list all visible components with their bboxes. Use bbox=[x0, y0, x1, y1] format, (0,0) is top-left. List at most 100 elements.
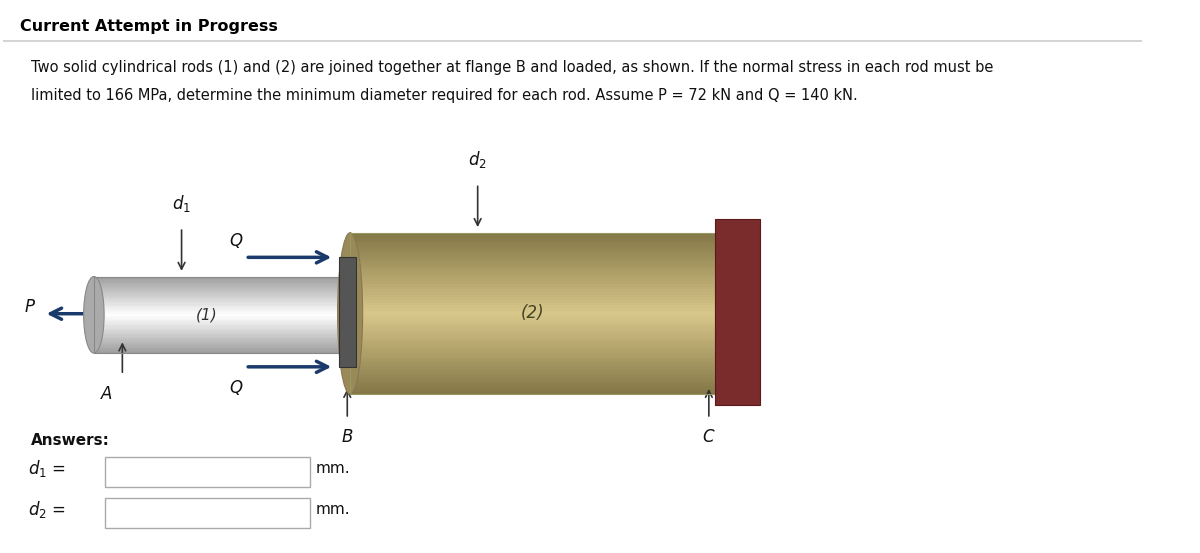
Bar bbox=[350, 311, 714, 314]
Bar bbox=[350, 259, 714, 262]
Bar bbox=[94, 304, 344, 305]
Bar bbox=[350, 375, 714, 378]
Bar bbox=[94, 312, 344, 314]
Bar bbox=[350, 289, 714, 292]
Bar bbox=[350, 273, 714, 276]
Bar bbox=[94, 310, 344, 311]
Bar bbox=[350, 262, 714, 265]
Bar bbox=[94, 333, 344, 334]
Bar bbox=[94, 339, 344, 340]
Bar bbox=[94, 334, 344, 335]
Bar bbox=[94, 322, 344, 324]
Bar bbox=[94, 329, 344, 330]
Text: $d_2$ =: $d_2$ = bbox=[28, 499, 66, 520]
Bar bbox=[94, 292, 344, 293]
Bar bbox=[350, 276, 714, 279]
Bar bbox=[350, 364, 714, 367]
Text: $P$: $P$ bbox=[24, 298, 36, 316]
Bar bbox=[94, 280, 344, 281]
Bar bbox=[94, 319, 344, 320]
Bar bbox=[350, 324, 714, 327]
Bar bbox=[350, 351, 714, 354]
Text: Answers:: Answers: bbox=[31, 432, 110, 447]
Bar bbox=[94, 284, 344, 285]
Bar bbox=[350, 319, 714, 321]
Bar bbox=[350, 392, 714, 394]
Bar bbox=[94, 285, 344, 286]
Bar bbox=[350, 389, 714, 392]
Bar bbox=[350, 233, 714, 236]
Bar bbox=[94, 294, 344, 296]
Bar bbox=[350, 243, 714, 246]
Bar bbox=[94, 309, 344, 310]
Text: $B$: $B$ bbox=[341, 428, 354, 446]
Bar bbox=[350, 308, 714, 311]
Bar bbox=[94, 331, 344, 333]
Text: $Q$: $Q$ bbox=[229, 378, 244, 397]
Text: (2): (2) bbox=[521, 305, 544, 322]
Bar bbox=[350, 249, 714, 252]
Bar bbox=[350, 281, 714, 284]
Bar bbox=[350, 335, 714, 338]
Bar bbox=[94, 352, 344, 353]
Bar bbox=[94, 289, 344, 290]
Bar bbox=[350, 300, 714, 302]
Bar bbox=[350, 383, 714, 386]
Bar bbox=[350, 343, 714, 346]
Bar bbox=[350, 327, 714, 330]
Bar bbox=[94, 338, 344, 339]
Bar bbox=[94, 337, 344, 338]
Text: $d_1$ =: $d_1$ = bbox=[28, 457, 66, 478]
Bar bbox=[94, 342, 344, 343]
Bar bbox=[350, 265, 714, 268]
Bar bbox=[94, 286, 344, 288]
Bar bbox=[94, 301, 344, 302]
Text: $A$: $A$ bbox=[100, 385, 113, 403]
Text: Current Attempt in Progress: Current Attempt in Progress bbox=[20, 19, 277, 34]
Bar bbox=[350, 367, 714, 370]
Bar bbox=[94, 327, 344, 329]
Bar bbox=[350, 286, 714, 289]
Bar bbox=[94, 315, 344, 316]
Bar bbox=[94, 349, 344, 351]
Bar bbox=[350, 359, 714, 362]
Text: (1): (1) bbox=[196, 307, 217, 322]
Bar bbox=[350, 302, 714, 305]
Bar bbox=[350, 236, 714, 238]
Bar bbox=[350, 246, 714, 249]
Bar bbox=[350, 381, 714, 383]
Bar bbox=[350, 346, 714, 348]
Bar bbox=[350, 252, 714, 254]
Bar bbox=[94, 306, 344, 307]
Bar bbox=[94, 302, 344, 304]
Bar bbox=[350, 362, 714, 364]
Bar bbox=[94, 321, 344, 322]
Bar bbox=[94, 320, 344, 321]
Bar bbox=[94, 278, 344, 279]
Bar bbox=[94, 316, 344, 317]
Bar bbox=[350, 373, 714, 375]
Bar bbox=[94, 351, 344, 352]
Bar bbox=[94, 346, 344, 347]
Bar bbox=[106, 498, 311, 528]
Bar bbox=[94, 276, 344, 353]
Text: $d_1$: $d_1$ bbox=[172, 192, 191, 213]
Ellipse shape bbox=[84, 276, 104, 353]
Bar bbox=[350, 348, 714, 351]
Text: mm.: mm. bbox=[316, 461, 350, 476]
Bar bbox=[94, 340, 344, 342]
Bar bbox=[338, 257, 356, 367]
Text: $d_2$: $d_2$ bbox=[468, 149, 487, 170]
Bar bbox=[350, 279, 714, 281]
Bar bbox=[94, 330, 344, 331]
Bar bbox=[94, 298, 344, 300]
Ellipse shape bbox=[337, 233, 362, 394]
Bar bbox=[350, 357, 714, 359]
Bar bbox=[350, 378, 714, 381]
Text: limited to 166 MPa, determine the minimum diameter required for each rod. Assume: limited to 166 MPa, determine the minimu… bbox=[31, 87, 858, 103]
Bar bbox=[350, 314, 714, 316]
Bar bbox=[350, 338, 714, 340]
Bar bbox=[350, 284, 714, 286]
Bar bbox=[350, 340, 714, 343]
Bar bbox=[94, 344, 344, 346]
